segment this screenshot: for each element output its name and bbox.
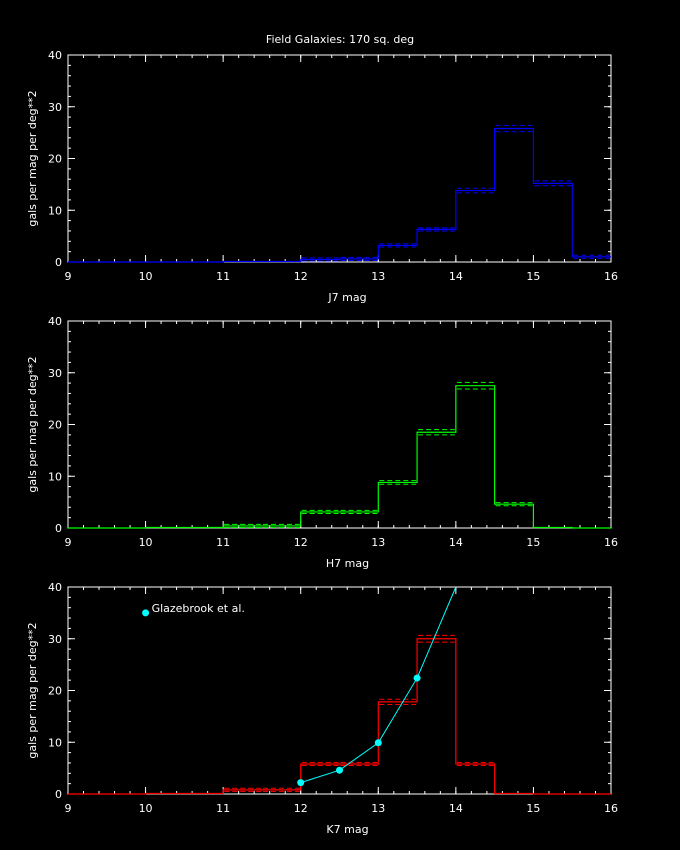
chart-panel-h-band: 9 10 11 12 13 14 15 16 0 10 20 30 40 H7 mag gals per m…	[26, 315, 618, 570]
y-tick-label: 30	[48, 633, 62, 646]
plot-frame	[67, 320, 612, 529]
y-axis-label: gals per mag per deg**2	[26, 356, 39, 492]
x-tick-label: 12	[294, 802, 308, 815]
y-tick-label: 40	[48, 581, 62, 594]
x-tick-label: 16	[604, 802, 618, 815]
plot-frame	[67, 586, 612, 795]
chart-panel-j-band: 9 10 11 12 13 14 15 16 0 10 20 30 40 J7 mag gals per m…	[26, 49, 618, 304]
x-tick-label: 10	[139, 270, 153, 283]
y-axis-label: gals per mag per deg**2	[26, 90, 39, 226]
glazebrook-point	[336, 766, 343, 774]
x-tick-label: 13	[371, 536, 385, 549]
plot-frame	[67, 54, 612, 263]
legend-marker	[142, 609, 150, 617]
y-tick-label: 0	[55, 256, 62, 269]
y-tick-label: 0	[55, 788, 62, 801]
y-tick-label: 30	[48, 101, 62, 114]
y-tick-label: 20	[48, 685, 62, 698]
y-tick-label: 0	[55, 522, 62, 535]
glazebrook-point	[297, 779, 305, 787]
x-tick-label: 14	[449, 270, 463, 283]
chart-panel-k-band: 9 10 11 12 13 14 15 16 0 10 20 30 40 K7 mag gals per m…	[26, 581, 618, 836]
x-tick-label: 9	[65, 536, 72, 549]
histogram-line	[68, 127, 611, 263]
figure-title: Field Galaxies: 170 sq. deg	[266, 33, 414, 46]
histogram-line	[68, 638, 611, 795]
x-tick-label: 10	[139, 536, 153, 549]
x-tick-label: 13	[371, 270, 385, 283]
x-axis-label: J7 mag	[327, 291, 366, 304]
x-tick-label: 10	[139, 802, 153, 815]
y-tick-label: 10	[48, 736, 62, 749]
x-tick-label: 15	[526, 802, 540, 815]
x-axis-label: K7 mag	[326, 823, 368, 836]
glazebrook-point	[413, 674, 421, 682]
y-tick-label: 20	[48, 153, 62, 166]
x-tick-label: 14	[449, 802, 463, 815]
x-tick-label: 11	[216, 802, 230, 815]
y-tick-label: 10	[48, 470, 62, 483]
y-tick-label: 40	[48, 49, 62, 62]
x-tick-label: 9	[65, 270, 72, 283]
y-tick-label: 30	[48, 367, 62, 380]
glazebrook-point	[374, 739, 382, 747]
y-tick-label: 40	[48, 315, 62, 328]
y-tick-label: 10	[48, 204, 62, 217]
legend-label: Glazebrook et al.	[152, 602, 245, 615]
y-axis-label: gals per mag per deg**2	[26, 622, 39, 758]
x-tick-label: 11	[216, 270, 230, 283]
x-axis-label: H7 mag	[326, 557, 369, 570]
panels: 9 10 11 12 13 14 15 16 0 10 20 30 40 J7 mag gals per m…	[26, 49, 618, 836]
x-tick-label: 14	[449, 536, 463, 549]
x-tick-label: 13	[371, 802, 385, 815]
x-tick-label: 9	[65, 802, 72, 815]
x-tick-label: 16	[604, 536, 618, 549]
x-tick-label: 11	[216, 536, 230, 549]
x-tick-label: 12	[294, 536, 308, 549]
histogram-line	[68, 385, 611, 529]
y-tick-label: 20	[48, 419, 62, 432]
x-tick-label: 16	[604, 270, 618, 283]
x-tick-label: 15	[526, 270, 540, 283]
x-tick-label: 15	[526, 536, 540, 549]
x-tick-label: 12	[294, 270, 308, 283]
